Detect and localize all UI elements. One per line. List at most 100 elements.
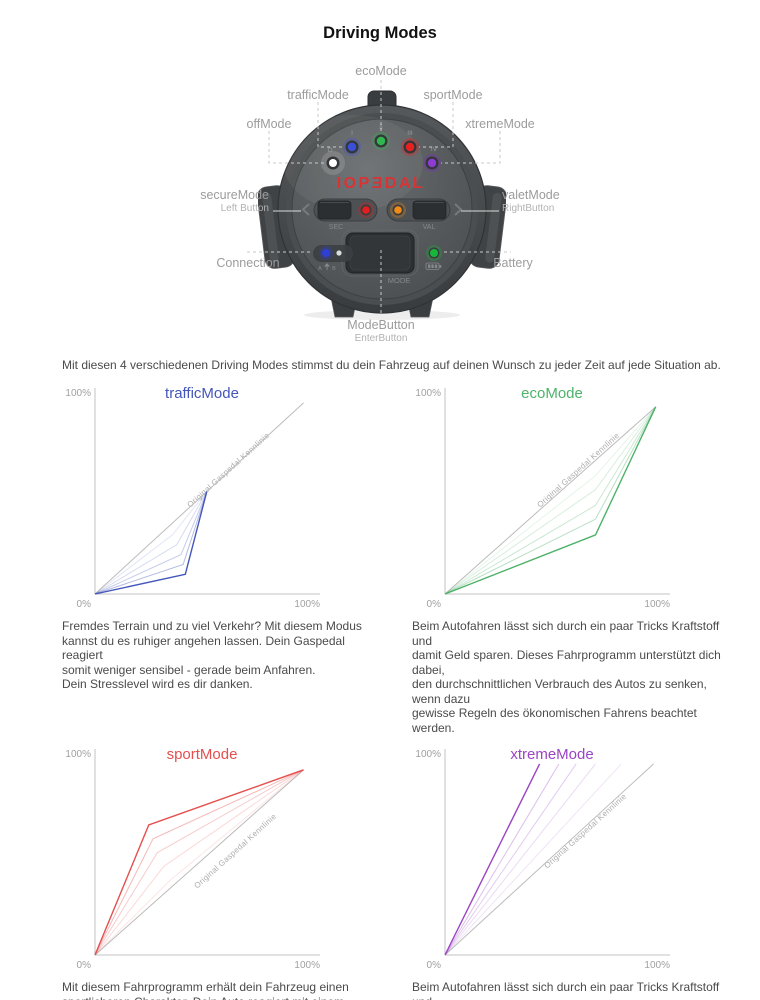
fan-line-2	[94, 769, 304, 956]
port-a-label: A	[318, 266, 322, 272]
mode-led-row: O I II III IV	[321, 124, 441, 175]
callout-sportmode: sportMode	[423, 88, 483, 102]
fan-line-0	[94, 769, 304, 956]
battery-led	[430, 249, 438, 257]
callout-securemode: secureMode Left Button	[200, 188, 269, 214]
antenna-icon	[324, 263, 330, 270]
fan-line-3	[444, 763, 560, 956]
connection-led-a	[322, 249, 330, 257]
led-offmode	[329, 159, 337, 167]
fan-line-2	[94, 491, 208, 595]
led-sportmode	[405, 142, 415, 152]
led-label-traffic: I	[351, 130, 353, 137]
led-label-xtreme: IV	[431, 146, 438, 153]
main-line	[444, 406, 657, 595]
fan-line-1	[94, 769, 304, 956]
origin-label: 0%	[77, 960, 92, 971]
main-line	[94, 769, 304, 956]
callout-valetmode: valetMode RightButton	[502, 188, 560, 214]
callout-securemode-sub: Left Button	[220, 203, 269, 214]
main-line	[444, 763, 541, 956]
callout-modebutton-sub: EnterButton	[354, 333, 408, 344]
mode-label: MODE	[388, 276, 411, 285]
trafficmode-description: Fremdes Terrain und zu viel Verkehr? Mit…	[62, 619, 362, 691]
x-max-label: 100%	[294, 599, 320, 610]
led-label-sport: III	[407, 130, 413, 137]
led-trafficmode	[347, 142, 357, 152]
led-ecomode	[376, 136, 386, 146]
callout-connection: Connection	[216, 256, 280, 270]
sec-led	[362, 206, 370, 214]
chart-title-trafficmode: trafficMode	[165, 385, 239, 402]
x-max-label: 100%	[644, 960, 670, 971]
x-max-label: 100%	[294, 960, 320, 971]
x-max-label: 100%	[644, 599, 670, 610]
chart-xtrememode: xtremeMode 100% 0% 100% Original Gaspeda…	[412, 741, 722, 978]
right-arrow-icon	[454, 203, 463, 216]
val-button[interactable]	[412, 200, 447, 220]
callout-connector-lines	[247, 80, 511, 315]
led-label-off: O	[327, 147, 332, 154]
reference-line	[444, 763, 654, 956]
line-sportmode	[419, 102, 454, 148]
chart-xtrememode-svg: xtremeMode 100% 0% 100% Original Gaspeda…	[415, 746, 670, 971]
callout-battery: Battery	[493, 256, 533, 270]
line-offmode	[268, 131, 324, 164]
sec-button-group: SEC	[301, 198, 378, 231]
led-label-eco: II	[379, 124, 383, 131]
sportmode-description: Mit diesem Fahrprogramm erhält dein Fahr…	[62, 980, 349, 1000]
fan-line-3	[94, 491, 208, 595]
ecomode-description: Beim Autofahren lässt sich durch ein paa…	[412, 619, 721, 735]
chart-title-sportmode: sportMode	[167, 746, 238, 763]
fan-line-2	[444, 763, 577, 956]
connection-led-group: A B	[313, 245, 353, 272]
chart-title-ecomode: ecoMode	[521, 385, 583, 402]
val-label: VAL	[423, 224, 436, 231]
y-max-label: 100%	[65, 388, 91, 399]
battery-led-group	[425, 245, 442, 270]
reference-line	[94, 402, 304, 595]
sec-button[interactable]	[317, 200, 352, 220]
chart-title-xtrememode: xtremeMode	[510, 746, 593, 763]
origin-label: 0%	[427, 960, 442, 971]
page-title: Driving Modes	[323, 24, 437, 42]
chart-sportmode-svg: sportMode 100% 0% 100% Original Gaspedal…	[65, 746, 320, 971]
y-max-label: 100%	[415, 388, 441, 399]
fan-line-1	[444, 406, 657, 595]
fan-line-2	[444, 406, 657, 595]
fan-line-1	[444, 763, 596, 956]
led-xtrememode	[427, 158, 437, 168]
y-max-label: 100%	[415, 749, 441, 760]
reference-line-label: Original Gaspedal Kennlinie	[185, 431, 271, 510]
fan-line-1	[94, 491, 208, 595]
callout-xtrememode: xtremeMode	[465, 117, 535, 131]
reference-line-label: Original Gaspedal Kennlinie	[535, 431, 621, 510]
chart-trafficmode-svg: trafficMode 100% 0% 100% Original Gasped…	[65, 385, 320, 610]
fan-line-0	[94, 491, 208, 595]
reference-line	[94, 769, 304, 956]
fan-line-3	[94, 769, 304, 956]
iopedal-logo: IOPƎDAL	[337, 175, 426, 192]
y-max-label: 100%	[65, 749, 91, 760]
charts-grid: trafficMode 100% 0% 100% Original Gasped…	[62, 380, 722, 1000]
device-diagram: O I II III IV	[0, 0, 760, 352]
line-trafficmode	[317, 102, 343, 148]
callout-valetmode-sub: RightButton	[502, 203, 555, 214]
origin-label: 0%	[77, 599, 92, 610]
fan-line-0	[444, 763, 622, 956]
left-arrow-icon	[301, 203, 310, 216]
callout-trafficmode: trafficMode	[287, 88, 349, 102]
chart-ecomode-svg: ecoMode 100% 0% 100% Original Gaspedal K…	[415, 385, 670, 610]
callout-ecomode: ecoMode	[355, 64, 407, 78]
origin-label: 0%	[427, 599, 442, 610]
connection-led-b	[336, 250, 342, 256]
line-xtrememode	[441, 131, 501, 164]
sec-label: SEC	[329, 224, 343, 231]
val-button-group: VAL	[386, 198, 463, 231]
chart-trafficmode: trafficMode 100% 0% 100% Original Gasped…	[62, 380, 372, 617]
callout-offmode: offMode	[246, 117, 292, 131]
fan-line-3	[444, 406, 657, 595]
chart-ecomode: ecoMode 100% 0% 100% Original Gaspedal K…	[412, 380, 722, 617]
port-b-label: B	[332, 266, 336, 272]
